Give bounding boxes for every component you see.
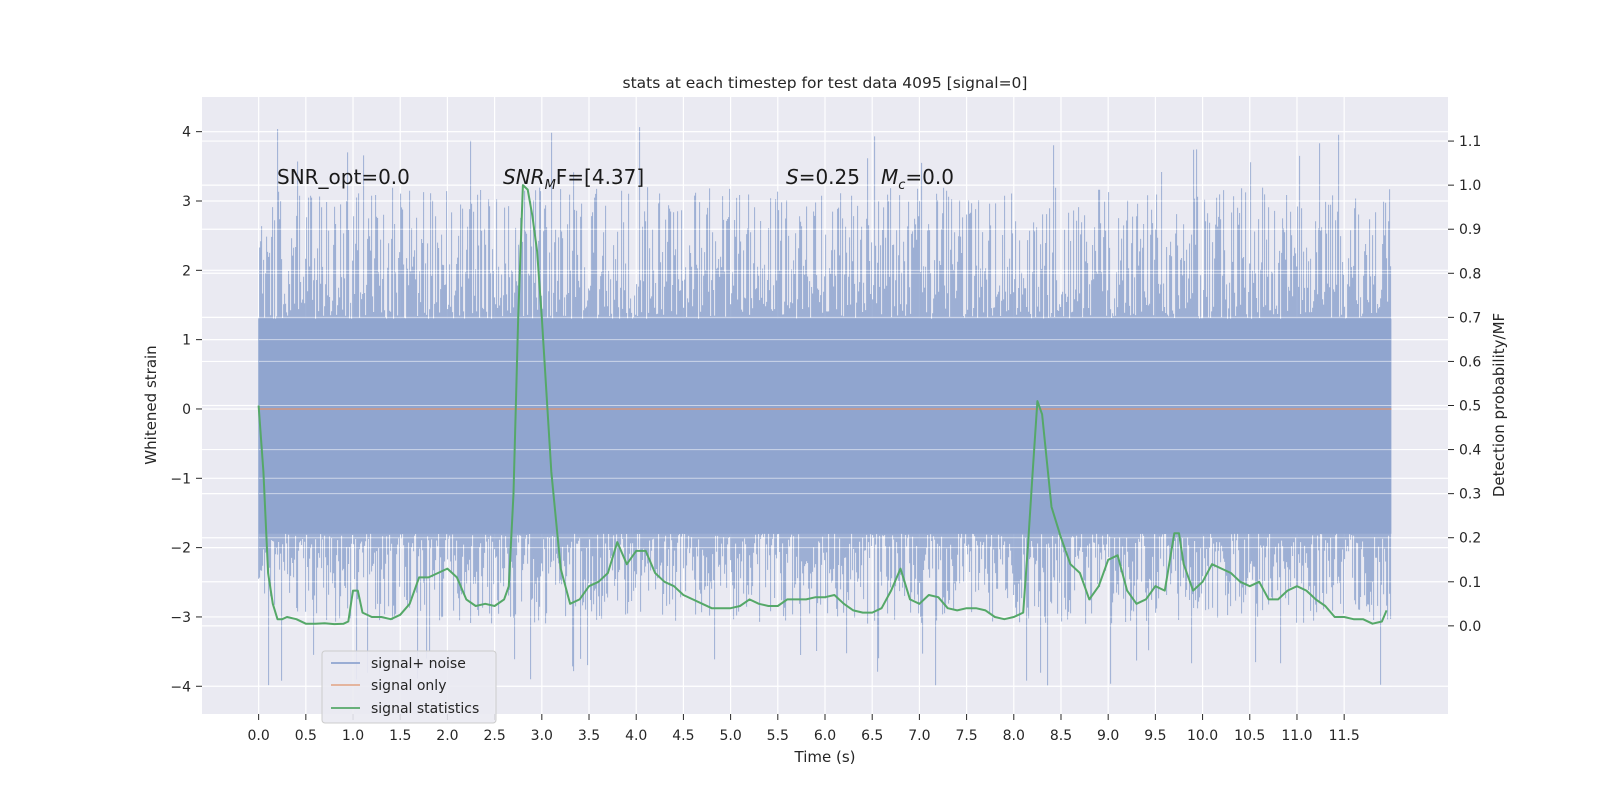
x-tick-label: 11.5 — [1329, 728, 1360, 744]
x-tick-label: 10.5 — [1234, 728, 1265, 744]
x-axis-ticks: 0.0 0.5 1.0 1.5 2.0 2.5 3.0 3.5 4.0 4.5 5.0 5.5 6.0 6… — [248, 714, 1360, 744]
x-tick-label: 10.0 — [1187, 728, 1218, 744]
legend-box — [321, 650, 497, 724]
snr-mf-prefix: SNR — [503, 165, 545, 189]
y-right-tick-label: 1.1 — [1459, 134, 1481, 150]
left-axis-ticks: 4 3 2 1 0 −1 −2 −3 −4 — [170, 125, 202, 695]
mc-variable: M — [881, 165, 898, 189]
x-tick-label: 11.0 — [1281, 728, 1312, 744]
x-tick-label: 6.0 — [814, 728, 836, 744]
s-value: =0.25 — [799, 165, 860, 189]
x-tick-label: 7.0 — [908, 728, 930, 744]
noise-series — [258, 127, 1392, 687]
x-tick-label: 0.0 — [248, 728, 270, 744]
y-left-tick-label: 1 — [182, 333, 191, 349]
x-tick-label: 5.0 — [719, 728, 741, 744]
x-tick-label: 4.5 — [672, 728, 694, 744]
y-right-tick-label: 0.3 — [1459, 487, 1481, 503]
legend: signal+ noise signal only signal statist… — [321, 650, 497, 724]
x-tick-label: 5.5 — [767, 728, 789, 744]
x-tick-label: 3.5 — [578, 728, 600, 744]
x-tick-label: 2.5 — [483, 728, 505, 744]
x-tick-label: 7.5 — [955, 728, 977, 744]
y-left-tick-label: −1 — [170, 471, 191, 487]
y-axis-label-right: Detection probability/MF — [1490, 313, 1508, 497]
y-right-tick-label: 0.6 — [1459, 354, 1481, 370]
y-left-tick-label: −2 — [170, 541, 191, 557]
mc-value: =0.0 — [905, 165, 954, 189]
y-right-tick-label: 0.5 — [1459, 399, 1481, 415]
legend-label-statistics: signal statistics — [371, 701, 479, 717]
annotation-mc: Mc=0.0 — [881, 165, 954, 193]
y-right-tick-label: 0.7 — [1459, 310, 1481, 326]
chart-title: stats at each timestep for test data 409… — [623, 74, 1028, 92]
y-left-tick-label: −4 — [170, 679, 191, 695]
signal-statistics-series — [257, 184, 1388, 626]
y-right-tick-label: 0.0 — [1459, 619, 1481, 635]
x-tick-label: 8.5 — [1050, 728, 1072, 744]
x-tick-label: 9.5 — [1144, 728, 1166, 744]
y-left-tick-label: 3 — [182, 194, 191, 210]
s-variable: S — [786, 165, 799, 189]
y-left-tick-label: 0 — [182, 402, 191, 418]
y-left-tick-label: 4 — [182, 125, 191, 141]
y-right-tick-label: 0.9 — [1459, 222, 1481, 238]
right-axis-ticks: 1.1 1.0 0.9 0.8 0.7 0.6 0.5 0.4 0.3 0.2 0.1 0.0 — [1448, 134, 1481, 635]
legend-label-noise: signal+ noise — [371, 656, 466, 672]
annotation-s: S=0.25 — [786, 165, 860, 189]
x-tick-label: 8.0 — [1003, 728, 1025, 744]
x-tick-label: 4.0 — [625, 728, 647, 744]
x-tick-label: 1.5 — [389, 728, 411, 744]
y-right-tick-label: 0.4 — [1459, 443, 1481, 459]
signal-statistics-line — [257, 184, 1388, 626]
x-tick-label: 1.0 — [342, 728, 364, 744]
y-right-tick-label: 1.0 — [1459, 178, 1481, 194]
annotation-snr-opt: SNR_opt=0.0 — [277, 165, 410, 189]
x-tick-label: 9.0 — [1097, 728, 1119, 744]
x-tick-label: 2.0 — [436, 728, 458, 744]
y-right-tick-label: 0.8 — [1459, 266, 1481, 282]
noise-spikes — [258, 127, 1392, 686]
annotation-snr-mf: SNRMF=[4.37] — [503, 165, 644, 193]
x-tick-label: 6.5 — [861, 728, 883, 744]
y-right-tick-label: 0.1 — [1459, 575, 1481, 591]
snr-mf-suffix: F=[4.37] — [556, 165, 644, 189]
legend-label-signal-only: signal only — [371, 678, 446, 694]
x-axis-label: Time (s) — [794, 748, 856, 766]
y-left-tick-label: 2 — [182, 263, 191, 279]
y-axis-label-left: Whitened strain — [142, 345, 160, 464]
mc-subscript: c — [898, 178, 905, 193]
y-right-tick-label: 0.2 — [1459, 531, 1481, 547]
x-tick-label: 0.5 — [295, 728, 317, 744]
x-tick-label: 3.0 — [531, 728, 553, 744]
y-left-tick-label: −3 — [170, 610, 191, 626]
snr-mf-subscript: M — [545, 178, 556, 193]
